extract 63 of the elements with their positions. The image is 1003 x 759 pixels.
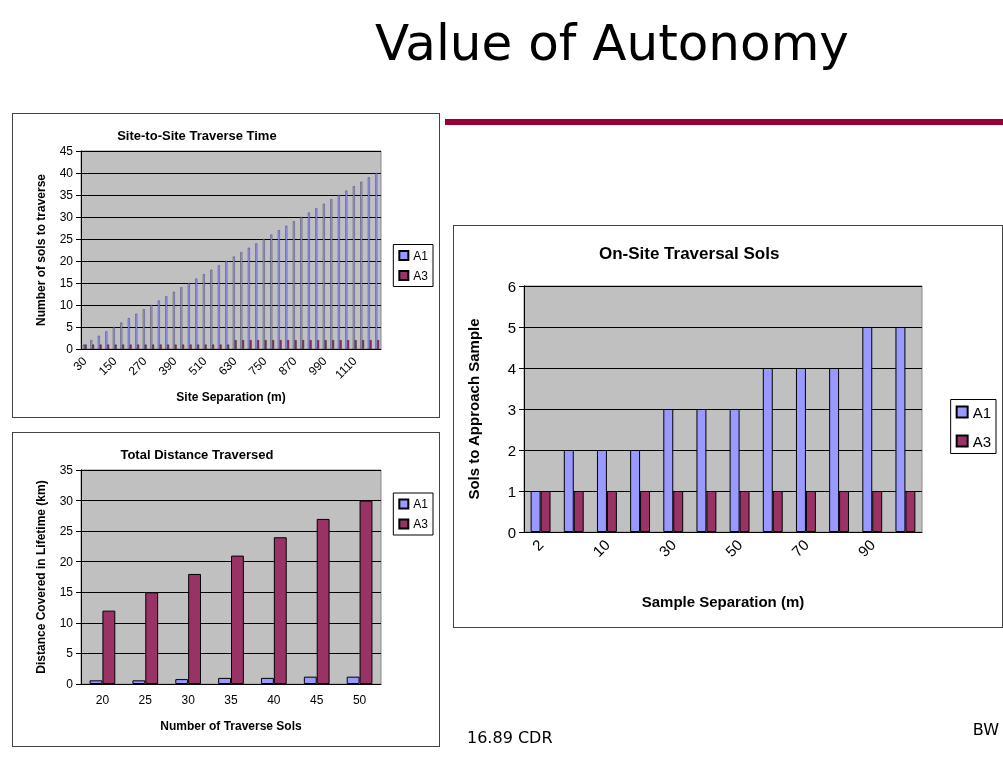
- legend-label: A3: [972, 432, 992, 450]
- chart-title: Total Distance Traversed: [120, 447, 274, 462]
- y-tick-label: 0: [66, 342, 74, 356]
- x-tick-label: 270: [125, 353, 150, 379]
- x-tick-label: 510: [185, 353, 210, 379]
- x-tick-label: 30: [181, 693, 196, 707]
- y-tick-label: 15: [59, 585, 74, 600]
- x-tick-label: 390: [155, 353, 180, 379]
- y-tick-label: 45: [59, 144, 74, 158]
- y-tick-label: 4: [507, 359, 516, 377]
- x-tick-label: 90: [854, 535, 879, 560]
- y-tick-label: 5: [66, 646, 74, 661]
- y-tick-label: 1: [507, 482, 516, 500]
- y-tick-label: 10: [59, 298, 74, 312]
- x-tick-label: 20: [95, 693, 110, 707]
- chart-title: Site-to-Site Traverse Time: [117, 128, 277, 143]
- x-tick-label: 10: [589, 535, 613, 560]
- legend-label: A1: [413, 248, 429, 263]
- x-tick-label: 35: [224, 693, 238, 707]
- y-tick-label: 20: [59, 254, 74, 268]
- legend-label: A3: [413, 268, 429, 283]
- legend-label: A1: [413, 497, 429, 511]
- x-tick-label: 50: [352, 693, 367, 707]
- x-tick-label: 70: [788, 535, 812, 560]
- text: Value of Autonomy: [375, 14, 849, 72]
- y-tick-label: 5: [66, 320, 74, 334]
- y-tick-label: 30: [59, 493, 74, 508]
- x-tick-label: 25: [138, 693, 153, 707]
- x-tick-label: 45: [310, 693, 324, 707]
- y-tick-label: 35: [59, 188, 74, 202]
- x-tick-label: 40: [267, 693, 281, 707]
- y-tick-label: 35: [59, 463, 74, 477]
- y-tick-label: 0: [66, 677, 74, 691]
- legend-label: A3: [413, 517, 429, 531]
- y-tick-label: 5: [507, 318, 516, 336]
- y-tick-label: 30: [59, 210, 74, 224]
- x-axis-title: Number of Traverse Sols: [160, 719, 303, 733]
- y-tick-label: 25: [59, 232, 74, 246]
- y-tick-label: 15: [59, 276, 74, 290]
- x-tick-label: 630: [215, 353, 240, 379]
- y-axis-title: Sols to Approach Sample: [464, 318, 482, 500]
- x-axis-title: Sample Separation (m): [641, 593, 805, 610]
- x-tick-label: 2: [528, 535, 547, 554]
- legend-label: A1: [972, 403, 992, 421]
- y-tick-label: 3: [507, 400, 516, 418]
- x-axis-title: Site Separation (m): [176, 390, 286, 404]
- y-axis-title: Distance Covered in Lifetime (km): [34, 480, 49, 674]
- y-tick-label: 2: [507, 441, 516, 459]
- x-tick-label: 870: [275, 353, 300, 379]
- y-tick-label: 10: [59, 615, 74, 630]
- chart-title: On-Site Traversal Sols: [598, 244, 780, 263]
- y-tick-label: 0: [507, 523, 516, 541]
- x-tick-label: 750: [245, 353, 270, 379]
- x-tick-label: 150: [95, 353, 120, 379]
- y-tick-label: 40: [59, 166, 74, 180]
- text: BW: [972, 720, 999, 739]
- x-tick-label: 30: [655, 535, 680, 560]
- x-tick-label: 50: [721, 535, 746, 560]
- y-axis-title: Number of sols to traverse: [34, 173, 49, 327]
- x-tick-label: 990: [305, 353, 330, 379]
- text: 16.89 CDR: [467, 728, 553, 747]
- y-tick-label: 25: [59, 524, 74, 539]
- y-tick-label: 6: [507, 277, 516, 295]
